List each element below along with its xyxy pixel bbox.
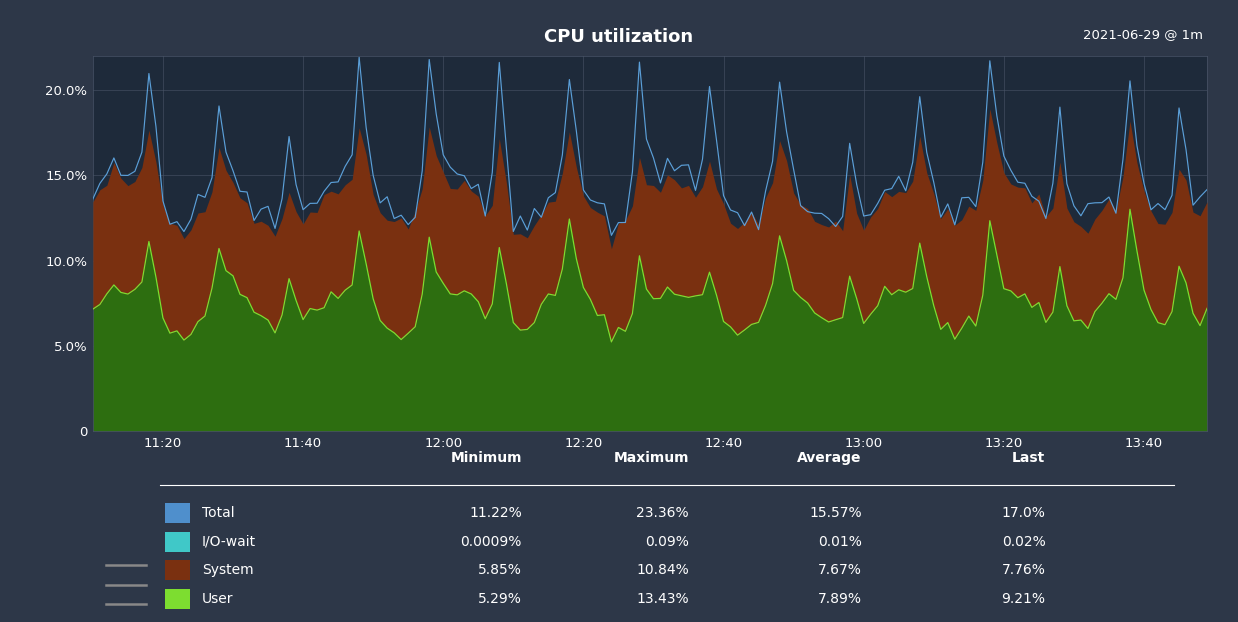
- Text: 5.29%: 5.29%: [478, 592, 522, 606]
- Bar: [166, 589, 189, 609]
- Text: System: System: [202, 564, 254, 577]
- Point: [139, 581, 154, 588]
- Point: [99, 581, 114, 588]
- Text: 0.01%: 0.01%: [818, 535, 862, 549]
- Bar: [166, 503, 189, 523]
- Text: 23.36%: 23.36%: [636, 506, 690, 520]
- Text: 7.67%: 7.67%: [818, 564, 862, 577]
- Text: I/O-wait: I/O-wait: [202, 535, 256, 549]
- Point: [139, 561, 154, 569]
- Text: 0.09%: 0.09%: [645, 535, 690, 549]
- Text: 10.84%: 10.84%: [636, 564, 690, 577]
- Text: 11.22%: 11.22%: [469, 506, 522, 520]
- Point: [139, 600, 154, 608]
- Text: Total: Total: [202, 506, 235, 520]
- Text: Average: Average: [797, 451, 862, 465]
- Text: 0.02%: 0.02%: [1002, 535, 1045, 549]
- Text: 17.0%: 17.0%: [1002, 506, 1045, 520]
- Text: 7.89%: 7.89%: [817, 592, 862, 606]
- Point: [99, 600, 114, 608]
- Text: CPU utilization: CPU utilization: [545, 28, 693, 46]
- Text: 7.76%: 7.76%: [1002, 564, 1045, 577]
- Text: 15.57%: 15.57%: [808, 506, 862, 520]
- Bar: [166, 532, 189, 552]
- Text: User: User: [202, 592, 234, 606]
- Text: 13.43%: 13.43%: [636, 592, 690, 606]
- Text: Minimum: Minimum: [451, 451, 522, 465]
- Bar: [166, 560, 189, 580]
- Point: [99, 561, 114, 569]
- Text: 5.85%: 5.85%: [478, 564, 522, 577]
- Text: Maximum: Maximum: [614, 451, 690, 465]
- Text: 0.0009%: 0.0009%: [461, 535, 522, 549]
- Text: 2021-06-29 @ 1m: 2021-06-29 @ 1m: [1083, 28, 1203, 41]
- Text: 9.21%: 9.21%: [1002, 592, 1045, 606]
- Text: Last: Last: [1013, 451, 1045, 465]
